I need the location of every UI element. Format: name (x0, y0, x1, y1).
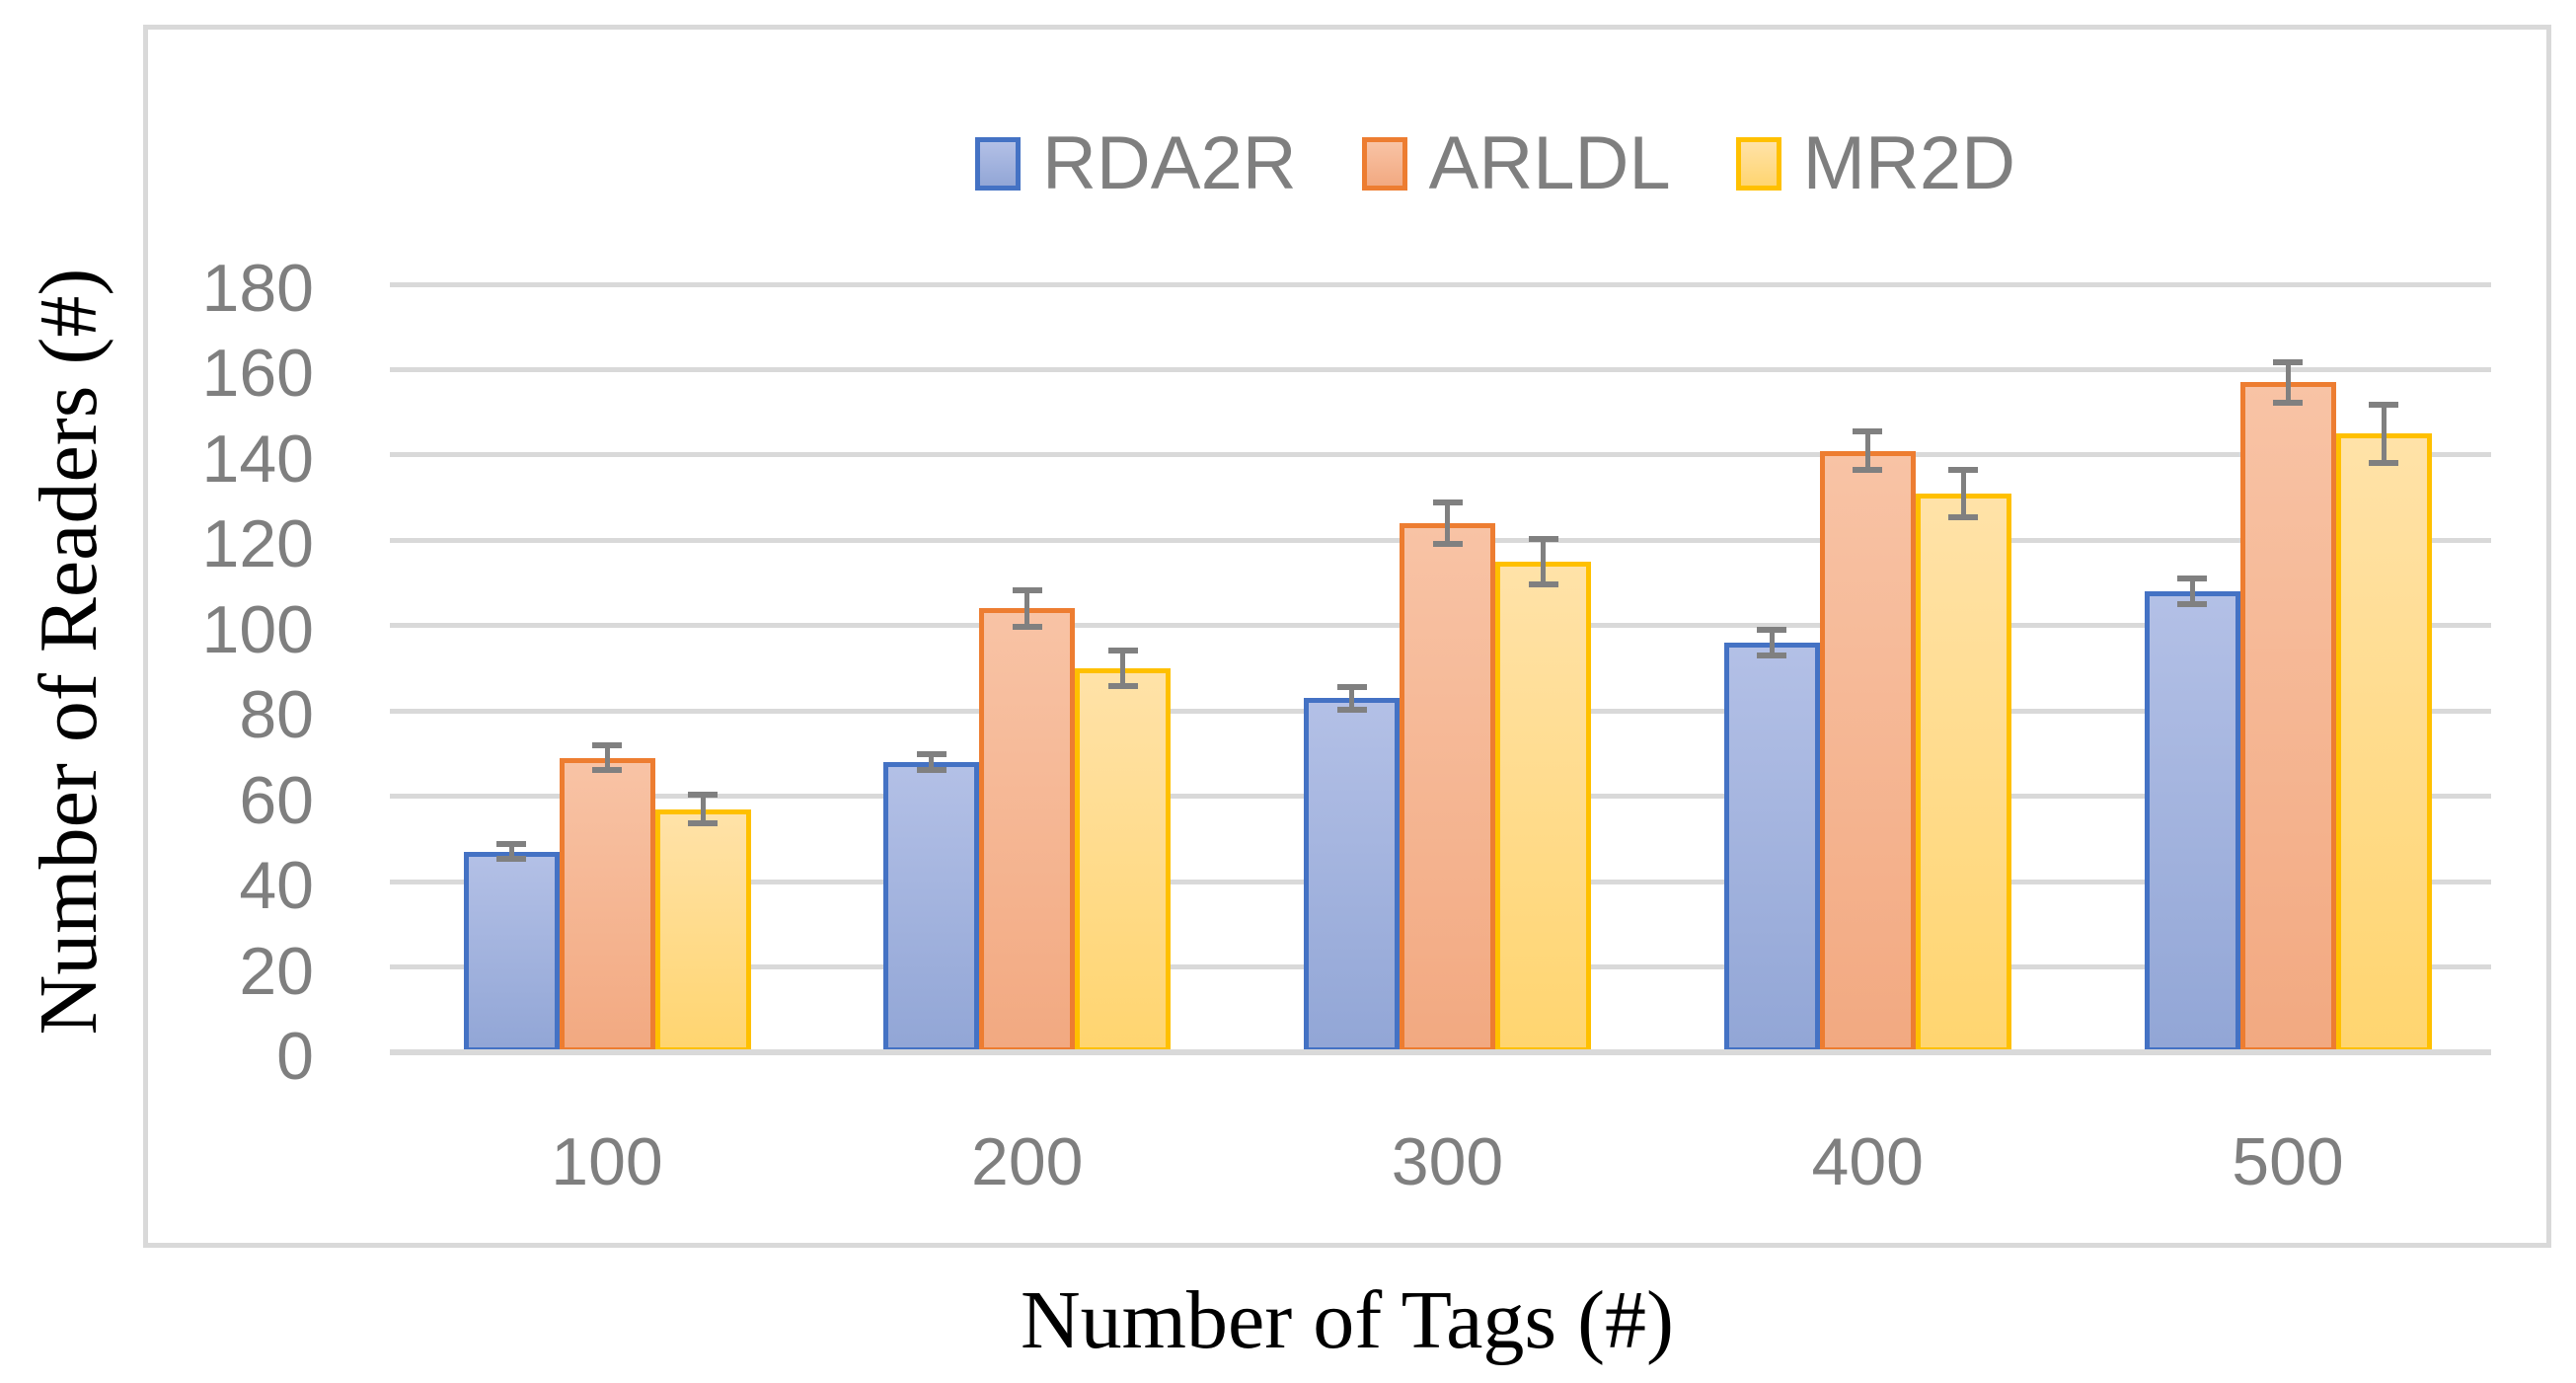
error-stem (1541, 536, 1546, 587)
error-cap-bottom (1528, 580, 1558, 587)
bar-RDA2R-200 (883, 762, 980, 1052)
error-stem (1349, 683, 1354, 713)
x-axis-title: Number of Tags (#) (1020, 1274, 1675, 1366)
gridline-y-160 (390, 366, 2491, 372)
x-tick-label-300: 300 (1391, 1124, 1504, 1199)
error-cap-bottom (1948, 513, 1979, 520)
error-bar-ARLDL-400 (1853, 428, 1883, 474)
y-tick-label-60: 60 (239, 762, 314, 838)
error-cap-bottom (1432, 540, 1463, 547)
bar-MR2D-400 (1915, 493, 2011, 1052)
error-stem (1864, 428, 1870, 474)
error-bar-ARLDL-100 (592, 742, 622, 774)
bar-RDA2R-400 (1723, 643, 1820, 1052)
gridline-y-140 (390, 452, 2491, 458)
error-bar-ARLDL-500 (2273, 358, 2303, 407)
bar-MR2D-300 (1495, 561, 1591, 1052)
legend-label-RDA2R: RDA2R (1042, 121, 1297, 205)
bar-RDA2R-100 (463, 851, 560, 1052)
error-stem (700, 792, 706, 826)
error-stem (2189, 576, 2195, 608)
error-cap-bottom (1336, 706, 1367, 713)
error-cap-bottom (592, 767, 622, 774)
error-cap-bottom (2369, 459, 2398, 466)
error-cap-bottom (2177, 601, 2207, 608)
error-bar-ARLDL-300 (1432, 499, 1463, 547)
error-bar-MR2D-200 (1107, 648, 1138, 689)
bar-ARLDL-200 (979, 608, 1076, 1052)
error-stem (1769, 627, 1775, 659)
error-bar-RDA2R-100 (496, 841, 526, 863)
error-cap-bottom (496, 856, 526, 863)
y-tick-label-180: 180 (201, 251, 314, 326)
y-tick-label-40: 40 (239, 848, 314, 924)
gridline-y-180 (390, 281, 2491, 287)
legend: RDA2R ARLDL MR2D (291, 126, 2576, 201)
bar-ARLDL-300 (1400, 523, 1495, 1052)
error-bar-RDA2R-200 (916, 750, 947, 774)
error-cap-bottom (2273, 400, 2303, 407)
error-stem (1024, 587, 1030, 630)
bar-ARLDL-100 (559, 757, 655, 1052)
error-bar-RDA2R-300 (1336, 683, 1367, 713)
error-cap-bottom (916, 767, 947, 774)
x-tick-label-200: 200 (971, 1124, 1084, 1199)
y-tick-label-140: 140 (201, 421, 314, 497)
x-tick-label-100: 100 (551, 1124, 663, 1199)
error-cap-bottom (1107, 682, 1138, 689)
bar-MR2D-500 (2335, 433, 2432, 1052)
bar-MR2D-100 (654, 808, 751, 1052)
y-tick-label-120: 120 (201, 506, 314, 582)
legend-item-ARLDL: ARLDL (1361, 121, 1671, 205)
x-tick-label-500: 500 (2232, 1124, 2344, 1199)
legend-item-MR2D: MR2D (1735, 121, 2015, 205)
legend-label-ARLDL: ARLDL (1428, 121, 1671, 205)
y-axis-title: Number of Readers (#) (23, 268, 114, 1036)
error-bar-RDA2R-500 (2177, 576, 2207, 608)
error-bar-ARLDL-200 (1012, 587, 1042, 630)
error-bar-MR2D-300 (1528, 536, 1558, 587)
legend-swatch-MR2D (1735, 137, 1781, 191)
error-bar-MR2D-400 (1948, 466, 1979, 520)
x-tick-label-400: 400 (1811, 1124, 1924, 1199)
y-tick-label-0: 0 (276, 1019, 314, 1094)
legend-label-MR2D: MR2D (1802, 121, 2015, 205)
bar-ARLDL-500 (2239, 382, 2336, 1052)
error-stem (929, 750, 935, 774)
bar-MR2D-200 (1075, 668, 1172, 1052)
bar-ARLDL-400 (1819, 450, 1916, 1052)
error-stem (508, 841, 514, 863)
legend-swatch-RDA2R (975, 137, 1021, 191)
error-bar-MR2D-500 (2369, 401, 2398, 466)
error-stem (2285, 358, 2291, 407)
error-cap-bottom (1757, 653, 1787, 659)
legend-swatch-ARLDL (1361, 137, 1407, 191)
y-tick-label-20: 20 (239, 933, 314, 1009)
error-stem (1120, 648, 1126, 689)
error-stem (1960, 466, 1966, 520)
error-stem (1445, 499, 1450, 547)
y-tick-label-100: 100 (201, 591, 314, 667)
x-axis-line (390, 1049, 2491, 1055)
error-cap-bottom (1853, 467, 1883, 474)
y-tick-label-160: 160 (201, 336, 314, 412)
error-bar-RDA2R-400 (1757, 627, 1787, 659)
error-bar-MR2D-100 (688, 792, 718, 826)
error-cap-bottom (1012, 623, 1042, 630)
y-tick-label-80: 80 (239, 677, 314, 753)
error-stem (2381, 401, 2387, 466)
legend-item-RDA2R: RDA2R (975, 126, 1297, 201)
bar-RDA2R-300 (1304, 698, 1400, 1052)
bar-RDA2R-500 (2144, 591, 2240, 1052)
error-cap-bottom (688, 819, 718, 826)
error-stem (604, 742, 610, 774)
